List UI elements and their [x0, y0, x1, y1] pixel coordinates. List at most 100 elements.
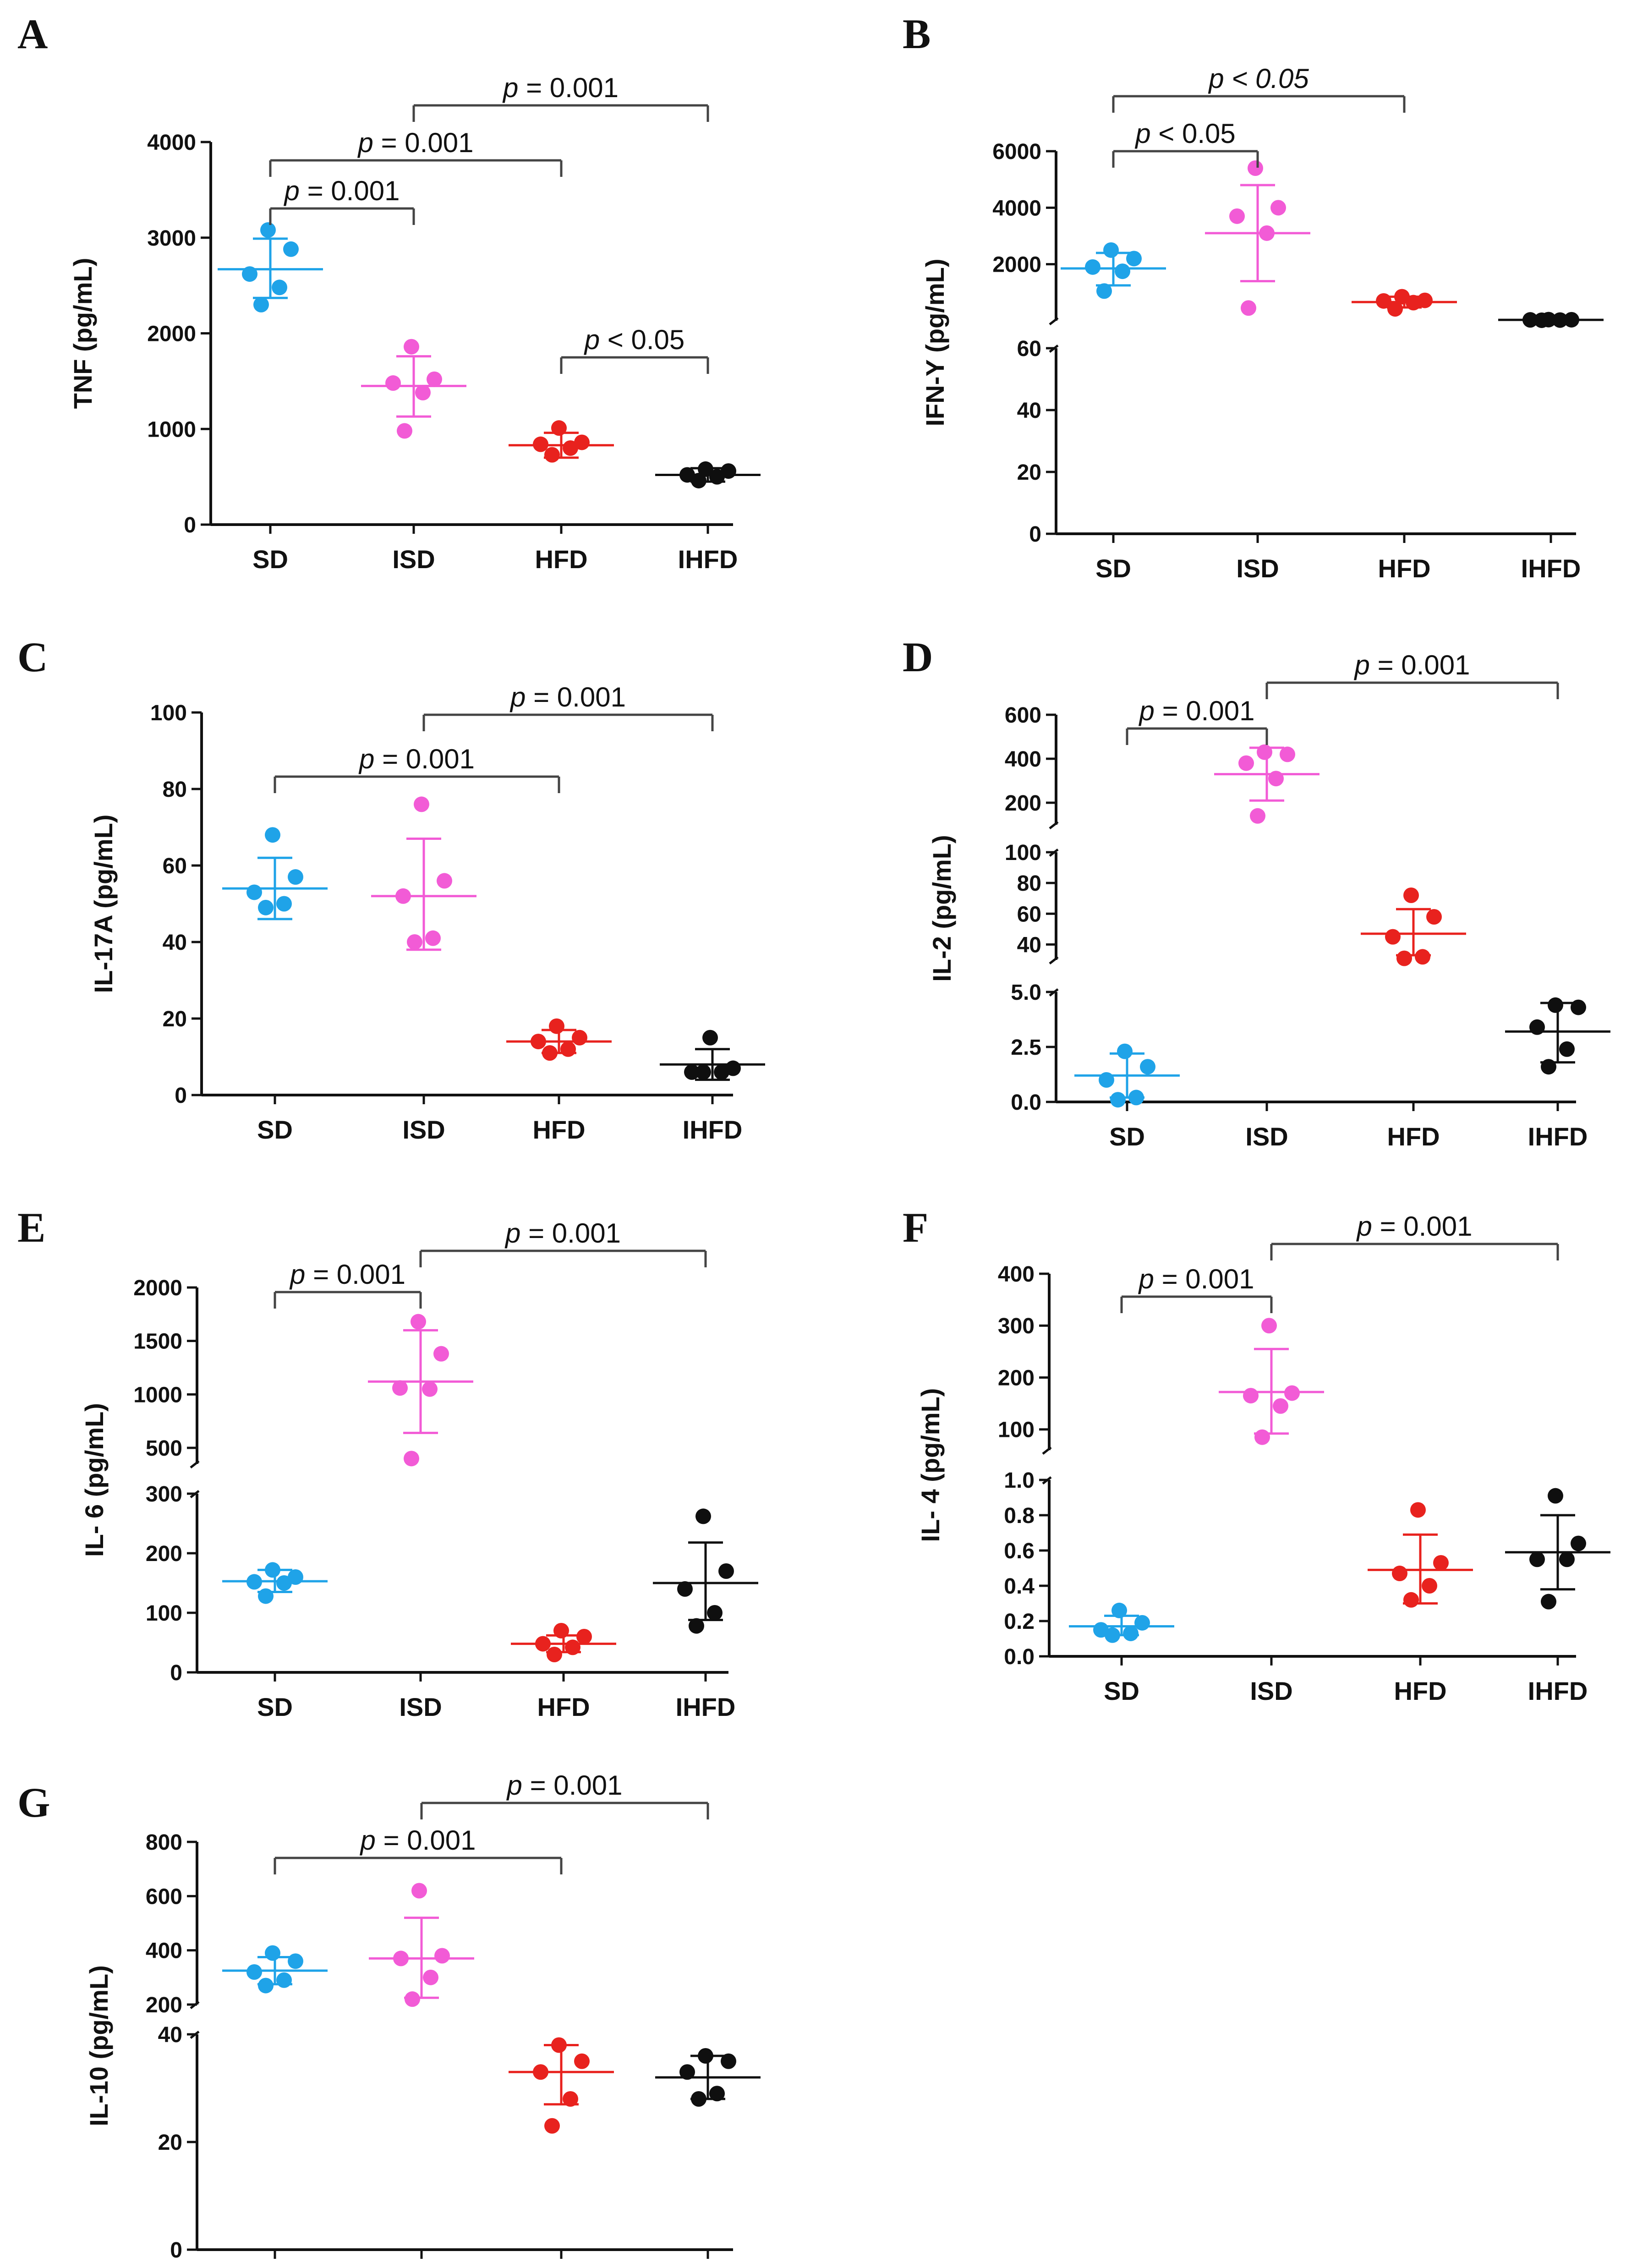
- x-tick-label-ihfd: IHFD: [678, 545, 738, 574]
- panel-b: B IFN-Y (pg/mL) 0 20 40 60 2000 4000 6000 SD ISD HF…: [903, 11, 1604, 583]
- x-tick-label-hfd: HFD: [1394, 1676, 1446, 1705]
- y-tick-label: 100: [998, 1418, 1035, 1442]
- data-point: [246, 1574, 262, 1590]
- y-tick-label: 0: [175, 1084, 187, 1108]
- x-tick-label-sd: SD: [257, 1693, 293, 1721]
- series-hfd: [1368, 1502, 1473, 1608]
- axis-break-mark: [190, 1460, 200, 1468]
- data-point: [1403, 887, 1419, 903]
- data-point: [533, 2064, 548, 2080]
- significance-bracket: p = 0.001: [274, 1825, 563, 1874]
- data-point: [1099, 1072, 1114, 1088]
- data-point: [1103, 242, 1119, 258]
- x-tick-label-isd: ISD: [1250, 1676, 1292, 1705]
- y-tick-label: 200: [146, 1542, 182, 1566]
- data-point: [246, 1964, 262, 1980]
- data-point: [276, 1972, 292, 1988]
- y-tick-label: 0.6: [1004, 1539, 1035, 1563]
- data-point: [422, 1381, 438, 1397]
- axis-break-mark: [1049, 317, 1059, 325]
- panel-f: F IL- 4 (pg/mL) 0.0 0.2 0.4 0.6 0.8 1.0 100 200 30…: [903, 1204, 1610, 1705]
- data-point: [437, 873, 452, 889]
- y-tick-label: 300: [146, 1482, 182, 1507]
- y-tick-label: 80: [1017, 871, 1041, 896]
- data-point: [1259, 225, 1275, 241]
- axis-break-mark: [190, 1490, 200, 1498]
- data-point: [1410, 1502, 1426, 1518]
- significance-bracket: p = 0.001: [1265, 650, 1559, 699]
- data-point: [1261, 1318, 1277, 1334]
- data-point: [1529, 1019, 1545, 1035]
- x-tick-label-sd: SD: [1104, 1676, 1139, 1705]
- x-tick-label-sd: SD: [252, 545, 288, 574]
- x-tick-label-sd: SD: [257, 1115, 293, 1144]
- data-point: [551, 420, 567, 436]
- x-tick-label-ihfd: IHFD: [676, 1693, 736, 1721]
- data-point: [1241, 300, 1256, 316]
- y-axis: 0.0 2.5 5.0 40 60 80 100 200 400 600: [1005, 703, 1059, 1115]
- data-point: [276, 896, 292, 912]
- data-point: [425, 930, 441, 946]
- panel-letter: D: [903, 634, 933, 680]
- data-point: [721, 2053, 736, 2069]
- data-point: [677, 1581, 693, 1597]
- data-point: [407, 934, 422, 950]
- significance-bracket: p = 0.001: [269, 127, 563, 177]
- data-point: [260, 222, 276, 238]
- p-value-label: p = 0.001: [357, 127, 474, 158]
- significance-bracket: p < 0.05: [1112, 63, 1406, 113]
- p-value-label: p = 0.001: [1356, 1211, 1473, 1242]
- significance-bracket: p = 0.001: [419, 1218, 707, 1267]
- data-point: [1548, 997, 1563, 1013]
- p-value-label: p = 0.001: [506, 1770, 623, 1801]
- y-tick-label: 40: [158, 2023, 182, 2047]
- data-point: [553, 1623, 569, 1638]
- data-point: [531, 1034, 546, 1050]
- data-point: [709, 469, 725, 485]
- y-axis: 0 1000 2000 3000 4000: [147, 131, 212, 537]
- x-tick-label-isd: ISD: [402, 1115, 445, 1144]
- data-point: [427, 371, 442, 387]
- x-tick-label-isd: ISD: [392, 545, 435, 574]
- data-point: [1254, 1429, 1270, 1445]
- y-tick-label: 40: [163, 931, 187, 955]
- y-axis: 0 20 40 60 2000 4000 6000: [992, 140, 1059, 547]
- data-point: [1559, 1041, 1575, 1057]
- x-tick-label-ihfd: IHFD: [1528, 1122, 1588, 1151]
- y-tick-label: 500: [146, 1436, 182, 1461]
- y-tick-label: 3000: [147, 226, 196, 251]
- y-tick-label: 600: [1005, 703, 1041, 728]
- series-sd: [1074, 1043, 1180, 1108]
- data-point: [1571, 1535, 1586, 1551]
- y-tick-label: 60: [163, 854, 187, 878]
- panel-e: E IL- 6 (pg/mL) 0 100 200 300 500 1000 1500 2000 S…: [17, 1204, 758, 1721]
- data-point: [535, 1636, 551, 1652]
- data-point: [684, 1064, 700, 1080]
- panel-letter: G: [17, 1779, 50, 1826]
- significance-bracket: p = 0.001: [1120, 1264, 1273, 1313]
- data-point: [563, 440, 578, 456]
- data-point: [385, 375, 401, 391]
- x-tick-label-isd: ISD: [1236, 554, 1279, 583]
- y-axis-label: IL-17A (pg/mL): [89, 815, 118, 993]
- data-point: [283, 241, 299, 257]
- y-tick-label: 0.0: [1004, 1645, 1035, 1669]
- data-point: [695, 1508, 711, 1524]
- series-ihfd: [1498, 312, 1604, 328]
- y-tick-label: 60: [1017, 337, 1041, 361]
- data-point: [1433, 1555, 1449, 1571]
- data-point: [276, 1575, 292, 1591]
- series-hfd: [509, 2037, 614, 2134]
- significance-bracket: p = 0.001: [1126, 696, 1268, 745]
- significance-bracket: p = 0.001: [1270, 1211, 1559, 1260]
- p-value-label: p = 0.001: [284, 175, 400, 206]
- series-hfd: [506, 1018, 612, 1061]
- x-tick-label-hfd: HFD: [1387, 1122, 1440, 1151]
- x-tick-label-hfd: HFD: [1378, 554, 1430, 583]
- data-point: [258, 899, 274, 915]
- y-tick-label: 1000: [133, 1383, 182, 1407]
- panel-letter: E: [17, 1204, 45, 1251]
- series-sd: [1069, 1602, 1174, 1643]
- data-point: [544, 2118, 560, 2134]
